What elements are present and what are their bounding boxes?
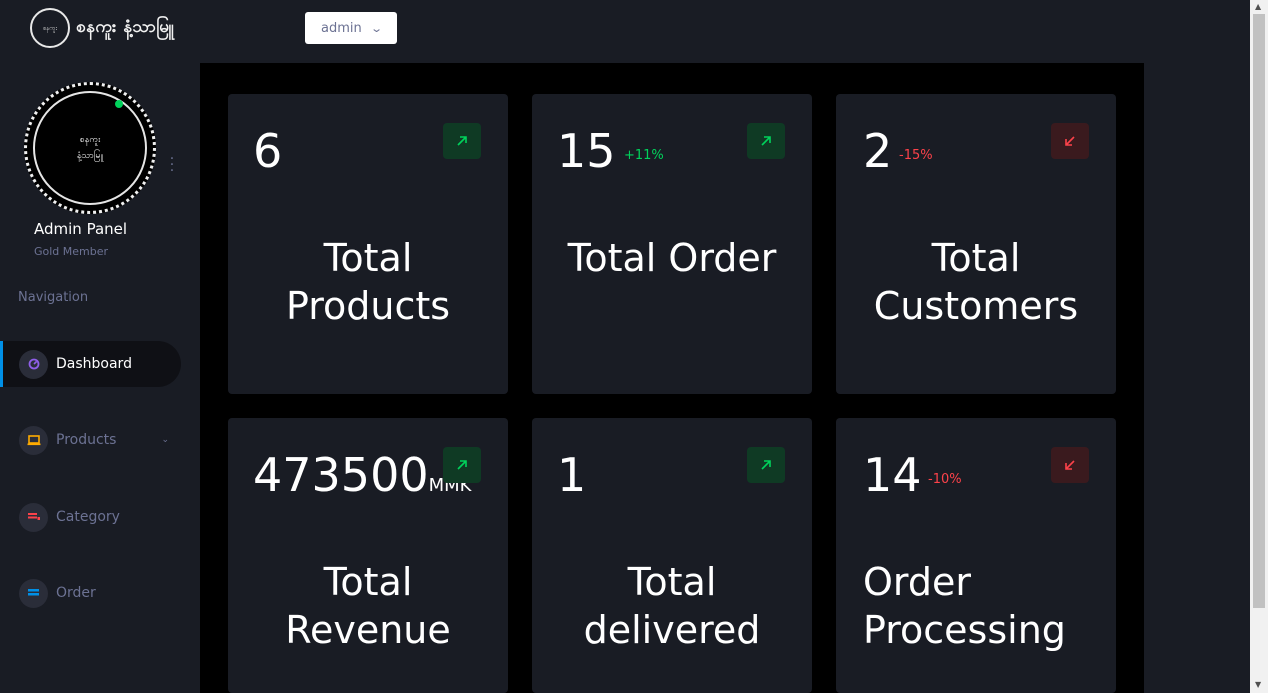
vertical-scrollbar[interactable]: ▲ ▼: [1250, 0, 1268, 693]
chevron-down-icon: ⌄: [369, 21, 383, 35]
scrollbar-thumb[interactable]: [1253, 14, 1265, 608]
avatar-wreath: [33, 91, 147, 205]
brand[interactable]: စနကူး စနကူး နံ့သာမြူ: [30, 8, 174, 48]
avatar[interactable]: စနကူး နံ့သာမြူ: [24, 82, 156, 214]
more-options-icon[interactable]: · · ·: [169, 151, 175, 179]
stat-value: 473500MMK: [253, 448, 472, 502]
brand-name: စနကူး နံ့သာမြူ: [76, 16, 175, 37]
scroll-down-arrow-icon[interactable]: ▼: [1255, 680, 1262, 689]
top-navbar: စနကူး စနကူး နံ့သာမြူ admin ⌄: [0, 0, 1250, 63]
stat-card-total-delivered: 1 Total delivered: [532, 418, 812, 693]
playlist-icon: [19, 502, 48, 532]
stat-value: 2: [863, 124, 893, 178]
sidebar-item-label: Order: [56, 585, 96, 601]
scroll-up-arrow-icon[interactable]: ▲: [1255, 2, 1262, 11]
stat-card-total-customers: 2 -15% Total Customers: [836, 94, 1116, 394]
stat-value: 14: [863, 448, 922, 502]
chart-icon: [19, 578, 48, 608]
sidebar-item-label: Category: [56, 509, 120, 525]
stat-label: Total Revenue: [285, 560, 451, 652]
stat-value: 15: [557, 124, 616, 178]
stat-label: Total Products: [285, 236, 451, 328]
sidebar-item-order[interactable]: Order: [0, 570, 181, 616]
sidebar-item-dashboard[interactable]: Dashboard: [0, 341, 181, 387]
stat-change: -15%: [899, 148, 933, 163]
arrow-up-right-icon: [443, 447, 481, 483]
avatar-text-line1: စနကူး: [79, 135, 101, 145]
stat-label: Total Customers: [873, 236, 1079, 328]
stat-label: Order Processing: [863, 560, 1066, 652]
avatar-text-line2: နံ့သာမြူ: [76, 151, 104, 161]
arrow-down-left-icon: [1051, 447, 1089, 483]
nav-section-title: Navigation: [18, 290, 89, 305]
stat-change: +11%: [624, 148, 664, 163]
online-status-dot: [115, 100, 123, 108]
chevron-down-icon: ⌄: [161, 435, 169, 445]
brand-logo-text: စနကူး: [43, 24, 57, 32]
arrow-up-right-icon: [443, 123, 481, 159]
stat-card-total-revenue: 473500MMK Total Revenue: [228, 418, 508, 693]
stat-card-order-processing: 14 -10% Order Processing: [836, 418, 1116, 693]
stat-label: Total Order: [567, 236, 777, 280]
arrow-up-right-icon: [747, 447, 785, 483]
profile-name: Admin Panel: [34, 220, 128, 238]
stat-change: -10%: [928, 472, 962, 487]
speedometer-icon: [19, 349, 48, 379]
stat-label: Total delivered: [583, 560, 761, 652]
sidebar-item-label: Dashboard: [56, 356, 132, 372]
stat-card-total-order: 15 +11% Total Order: [532, 94, 812, 394]
user-dropdown-label: admin: [321, 20, 362, 36]
stat-value: 1: [557, 448, 587, 502]
arrow-down-left-icon: [1051, 123, 1089, 159]
user-dropdown[interactable]: admin ⌄: [305, 12, 397, 44]
arrow-up-right-icon: [747, 123, 785, 159]
stat-value: 6: [253, 124, 283, 178]
laptop-icon: [19, 425, 48, 455]
sidebar-item-category[interactable]: Category: [0, 494, 181, 540]
profile-subtitle: Gold Member: [34, 245, 109, 258]
right-panel: [1144, 63, 1250, 693]
brand-logo: စနကူး: [30, 8, 70, 48]
sidebar-item-label: Products: [56, 432, 117, 448]
sidebar-item-products[interactable]: Products ⌄: [0, 417, 181, 463]
stat-card-total-products: 6 Total Products: [228, 94, 508, 394]
